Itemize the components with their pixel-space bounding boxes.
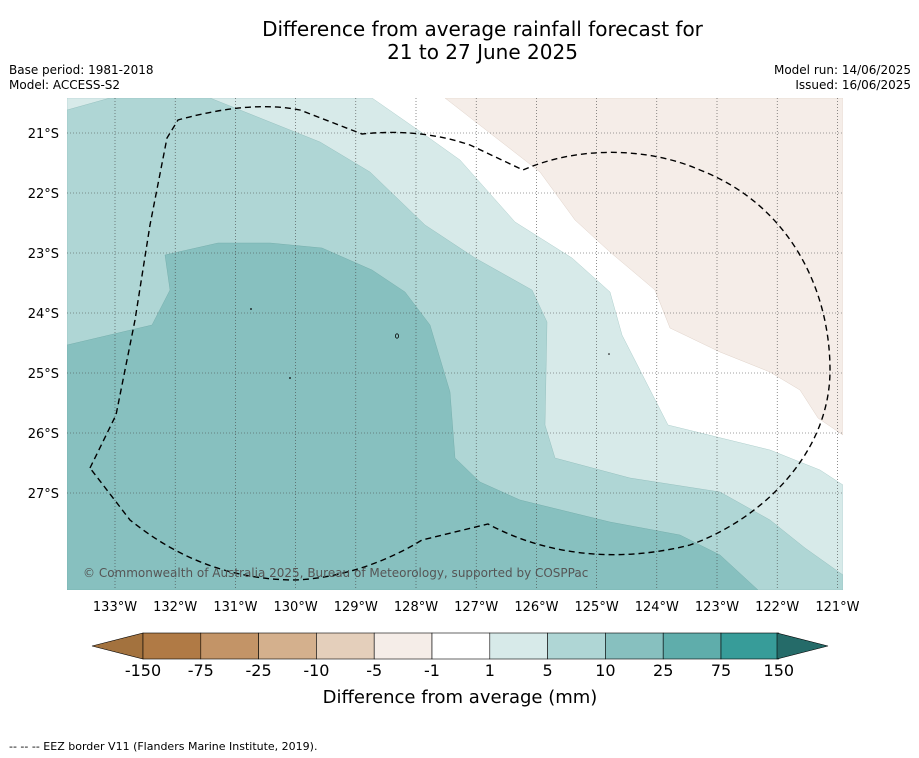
longitude-tick-label: 129°W [334, 600, 378, 615]
island-1 [250, 308, 252, 310]
colorbar-cell [605, 632, 664, 660]
longitude-labels: 133°W 132°W 131°W 130°W 129°W 128°W 127°W 126°W… [93, 600, 860, 615]
longitude-tick-label: 133°W [93, 600, 137, 615]
model-name: Model: ACCESS-S2 [9, 78, 121, 92]
latitude-labels: 21°S 22°S 23°S 24°S 25°S 26°S 27°S [28, 127, 59, 502]
colorbar-tick-label: 1 [485, 661, 495, 680]
meta-left: Base period: 1981-2018 Model: ACCESS-S2 [9, 63, 154, 93]
model-run: Model run: 14/06/2025 [773, 63, 911, 77]
contour-band-10-25 [67, 242, 759, 590]
longitude-tick-label: 132°W [153, 600, 197, 615]
colorbar-tick-label: 10 [595, 661, 615, 680]
colorbar-cell [200, 632, 259, 660]
island-3 [394, 333, 399, 339]
colorbar-tick-label: -10 [303, 661, 329, 680]
longitude-tick-label: 128°W [394, 600, 438, 615]
issued-date: Issued: 16/06/2025 [795, 78, 911, 92]
island-2 [289, 377, 291, 379]
longitude-tick-label: 127°W [454, 600, 498, 615]
colorbar-cell [373, 632, 433, 660]
colorbar-cell [489, 632, 548, 660]
colorbar-tick-label: 150 [764, 661, 795, 680]
longitude-tick-label: 124°W [635, 600, 679, 615]
colorbar-tick-label: -5 [366, 661, 382, 680]
latitude-tick-label: 27°S [28, 487, 59, 502]
colorbar-tick-label: -1 [424, 661, 440, 680]
meta-right: Model run: 14/06/2025 Issued: 16/06/2025 [774, 63, 911, 93]
longitude-tick-label: 131°W [213, 600, 257, 615]
latitude-tick-label: 24°S [28, 307, 59, 322]
title-line-2: 21 to 27 June 2025 [387, 40, 578, 64]
contour-band-dry [444, 98, 843, 436]
latitude-tick-label: 22°S [28, 187, 59, 202]
colorbar-tick-label: -75 [188, 661, 214, 680]
colorbar-tick-label: -25 [246, 661, 272, 680]
colorbar-cell [258, 632, 317, 660]
graticule [67, 98, 843, 590]
longitude-tick-label: 121°W [815, 600, 859, 615]
map-title: Difference from average rainfall forecas… [0, 18, 919, 64]
title-line-1: Difference from average rainfall forecas… [262, 17, 703, 41]
colorbar-cell [431, 632, 491, 660]
map-area: © Commonwealth of Australia 2025, Bureau… [67, 98, 843, 590]
copyright-notice: © Commonwealth of Australia 2025, Bureau… [83, 566, 588, 580]
latitude-tick-label: 26°S [28, 427, 59, 442]
colorbar-cell [547, 632, 606, 660]
longitude-tick-label: 123°W [695, 600, 739, 615]
colorbar-tick-label: 75 [711, 661, 731, 680]
base-period: Base period: 1981-2018 [9, 63, 154, 77]
longitude-tick-label: 122°W [755, 600, 799, 615]
colorbar-cell [142, 632, 202, 660]
colorbar-extend-low [91, 632, 144, 660]
colorbar-tick-label: -150 [125, 661, 161, 680]
colorbar-cell [316, 632, 375, 660]
longitude-tick-label: 126°W [514, 600, 558, 615]
latitude-tick-label: 23°S [28, 247, 59, 262]
latitude-tick-label: 21°S [28, 127, 59, 142]
longitude-tick-label: 130°W [274, 600, 318, 615]
colorbar-extend-high [776, 632, 829, 660]
colorbar-tick-label: 5 [543, 661, 553, 680]
latitude-tick-label: 25°S [28, 367, 59, 382]
longitude-tick-label: 125°W [575, 600, 619, 615]
colorbar-cell [662, 632, 722, 660]
eez-footnote: -- -- -- EEZ border V11 (Flanders Marine… [9, 740, 318, 753]
colorbar-cell [720, 632, 780, 660]
eez-border [89, 105, 831, 581]
colorbar: -150 -75 -25 -10 -5 -1 1 5 10 25 75 150 Difference … [91, 632, 829, 708]
colorbar-title: Difference from average (mm) [323, 687, 598, 708]
island-4 [608, 353, 610, 355]
colorbar-tick-label: 25 [653, 661, 673, 680]
